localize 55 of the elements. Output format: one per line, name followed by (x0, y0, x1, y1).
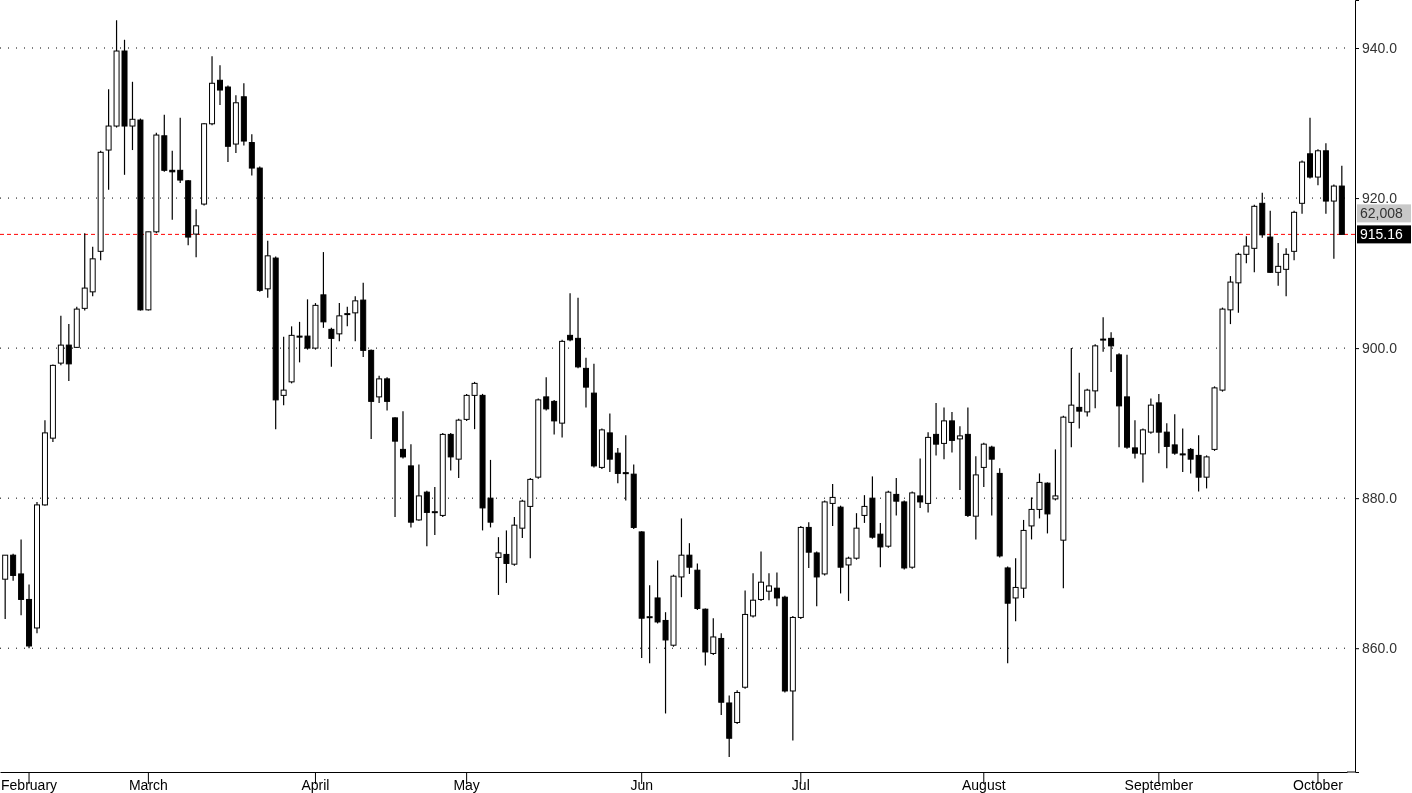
candlestick (941, 406, 948, 460)
x-tick-label: August (962, 776, 1006, 793)
y-tick-label: 920.0 (1362, 190, 1398, 207)
x-tick-label: May (453, 776, 480, 793)
candlestick (399, 410, 406, 459)
candlestick (177, 117, 184, 184)
candlestick (423, 490, 430, 547)
candlestick (1307, 117, 1313, 180)
x-tick-label: September (1124, 776, 1194, 793)
candlestick (1275, 242, 1282, 287)
candlestick (1131, 419, 1138, 459)
candlestick (710, 617, 717, 656)
candlestick (765, 572, 772, 601)
x-tick-label: Jun (630, 776, 653, 793)
candlestick (193, 208, 200, 258)
candlestick (956, 425, 963, 491)
candlestick (1076, 372, 1083, 429)
candlestick (1179, 427, 1186, 473)
text: 62,008 (1360, 205, 1404, 222)
candlestick (758, 550, 765, 602)
x-tick-label: March (128, 776, 168, 793)
y-tick-label: 940.0 (1362, 40, 1398, 56)
candlestick (352, 295, 359, 342)
candlestick (582, 357, 589, 408)
candlestick (1084, 388, 1091, 417)
candlestick (543, 376, 550, 411)
candlestick (614, 447, 621, 484)
candlestick (567, 292, 574, 342)
candlestick (750, 572, 757, 619)
y-tick-label: 900.0 (1362, 340, 1398, 357)
candlestick (1163, 422, 1170, 469)
candlestick (917, 457, 924, 509)
y-tick-label: 880.0 (1362, 490, 1398, 507)
candlestick (948, 411, 955, 453)
candlestick (773, 571, 780, 607)
candlestick (980, 442, 987, 488)
x-tick-label: April (301, 776, 330, 793)
x-tick-label: February (1, 776, 58, 793)
candlestick (81, 232, 88, 312)
y-tick-label: 860.0 (1362, 640, 1398, 657)
x-tick-label: October (1293, 776, 1344, 793)
candlestick (551, 399, 558, 435)
candlestick (216, 64, 223, 106)
candlestick (933, 402, 940, 456)
candlestick (1171, 413, 1178, 456)
candlestick (344, 306, 351, 327)
candlestick (1330, 183, 1337, 260)
candlestick (376, 375, 383, 404)
ref-line-label: 915.16 (1360, 226, 1404, 243)
candlestick (1283, 247, 1290, 297)
x-tick-label: Jul (791, 776, 810, 793)
candlestick (384, 376, 391, 411)
candlestick (10, 553, 17, 582)
candlestick (447, 432, 454, 471)
candlestick (893, 477, 900, 517)
